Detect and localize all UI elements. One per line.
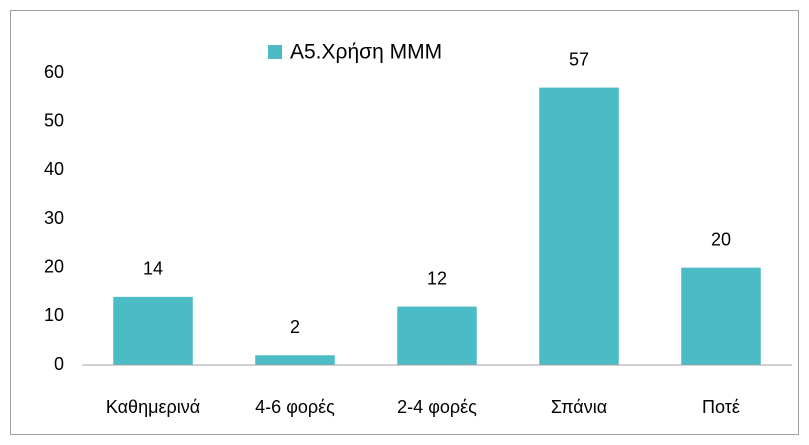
legend-swatch <box>268 45 282 59</box>
x-tick-label: 2-4 φορές <box>397 397 477 417</box>
y-tick-label: 10 <box>44 305 64 325</box>
y-tick-label: 40 <box>44 159 64 179</box>
y-tick-label: 0 <box>54 354 64 374</box>
data-label: 12 <box>427 268 447 288</box>
x-tick-label: Σπάνια <box>551 397 607 417</box>
bar <box>681 267 761 365</box>
x-tick-label: Ποτέ <box>702 397 740 417</box>
data-label: 57 <box>569 49 589 69</box>
y-tick-label: 60 <box>44 62 64 82</box>
y-tick-label: 30 <box>44 208 64 228</box>
data-label: 2 <box>290 317 300 337</box>
legend-label: Α5.Χρήση ΜΜΜ <box>290 41 442 64</box>
bar <box>255 355 335 365</box>
y-tick-label: 50 <box>44 110 64 130</box>
bar <box>539 87 619 365</box>
bar <box>397 306 477 365</box>
data-label: 14 <box>143 259 163 279</box>
x-tick-label: Καθημερινά <box>106 397 200 417</box>
x-tick-label: 4-6 φορές <box>255 397 335 417</box>
y-tick-label: 20 <box>44 256 64 276</box>
chart-border <box>10 10 799 435</box>
data-label: 20 <box>711 229 731 249</box>
bar <box>113 296 193 365</box>
